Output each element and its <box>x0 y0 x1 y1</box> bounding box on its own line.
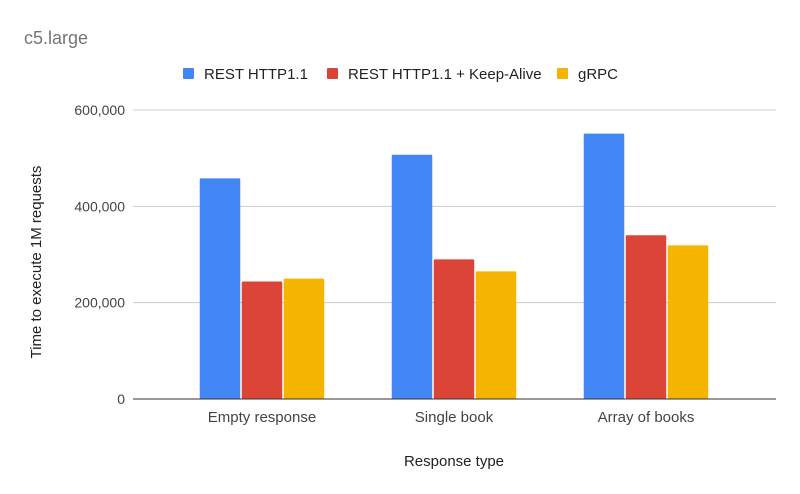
y-axis-title: Time to execute 1M requests <box>28 166 45 359</box>
bar-rest-http1-1-keep-alive-1 <box>433 259 475 399</box>
bar-rest-http1-1-keep-alive-2 <box>625 235 667 399</box>
legend-label: REST HTTP1.1 <box>204 66 308 83</box>
bar-rest-http1-1-1 <box>391 154 433 399</box>
y-axis-ticks: 0 200,000 400,000 600,000 <box>74 102 125 407</box>
legend-swatch <box>557 68 568 79</box>
legend-swatch <box>183 68 194 79</box>
bar-grpc-1 <box>475 271 517 399</box>
bar-rest-http1-1-0 <box>199 178 241 399</box>
legend-label: REST HTTP1.1 + Keep-Alive <box>348 66 542 83</box>
bars <box>199 133 709 399</box>
y-tick-label: 0 <box>117 391 125 407</box>
bar-rest-http1-1-keep-alive-0 <box>241 281 283 399</box>
x-tick-label: Single book <box>415 409 494 426</box>
legend: REST HTTP1.1 REST HTTP1.1 + Keep-Alive gRP… <box>183 66 618 83</box>
bar-grpc-2 <box>667 245 709 399</box>
y-tick-label: 400,000 <box>74 198 125 214</box>
x-tick-label: Empty response <box>208 409 316 426</box>
y-tick-label: 600,000 <box>74 102 125 118</box>
x-tick-label: Array of books <box>598 409 695 426</box>
legend-swatch <box>327 68 338 79</box>
x-axis-ticks: Empty response Single book Array of books <box>208 409 695 426</box>
chart-title: c5.large <box>24 28 88 48</box>
y-tick-label: 200,000 <box>74 295 125 311</box>
bar-grpc-0 <box>283 278 325 399</box>
bar-rest-http1-1-2 <box>583 133 625 399</box>
legend-label: gRPC <box>578 66 618 83</box>
x-axis-title: Response type <box>404 453 504 470</box>
